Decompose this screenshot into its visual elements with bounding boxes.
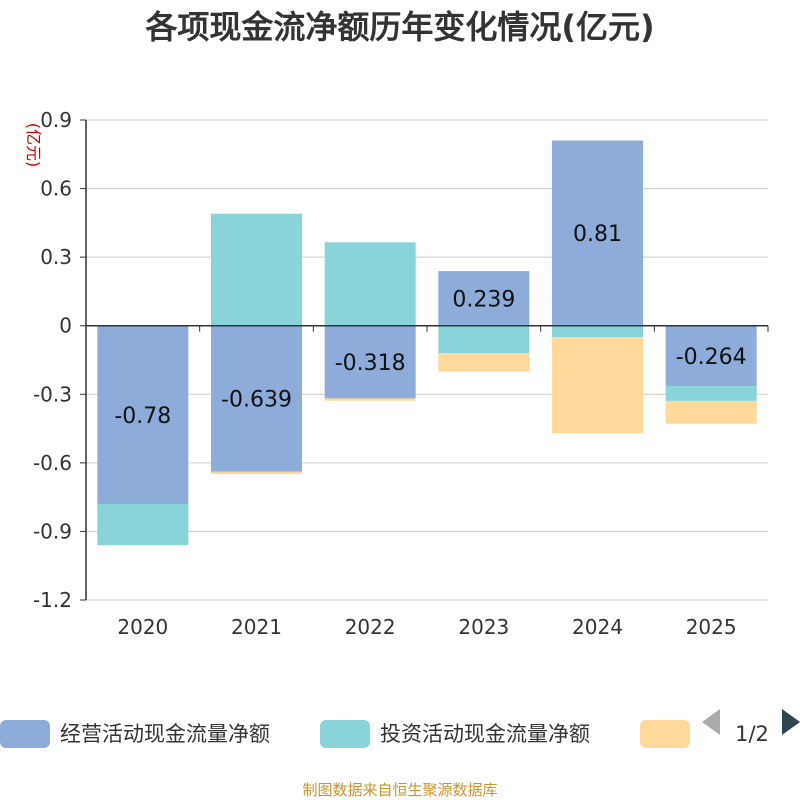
bars — [97, 140, 757, 546]
x-tick-label: 2020 — [117, 615, 168, 639]
bar-2024-series-3 — [552, 337, 643, 434]
y-axis-unit-label: (亿元) — [24, 123, 43, 168]
legend-label-1: 经营活动现金流量净额 — [60, 722, 270, 746]
bar-2025-series-3 — [665, 400, 757, 424]
data-label-2021: -0.639 — [221, 388, 292, 413]
y-tick-label: 0.3 — [40, 245, 72, 269]
bar-2023-series-3 — [438, 353, 530, 372]
data-label-2020: -0.78 — [114, 404, 171, 429]
y-tick-label: -0.9 — [33, 519, 72, 543]
x-tick-label: 2025 — [686, 615, 737, 639]
y-tick-label: 0 — [59, 314, 72, 338]
x-tick-label: 2024 — [572, 615, 623, 639]
bar-2020-series-2 — [97, 504, 189, 546]
bar-2023-series-2 — [438, 325, 530, 354]
source-text: 制图数据来自恒生聚源数据库 — [302, 781, 497, 799]
y-tick-label: 0.6 — [40, 177, 72, 201]
x-tick-label: 2021 — [231, 615, 282, 639]
grid-lines — [86, 119, 768, 601]
axes: 0.9 0.6 0.3 0 -0.3 -0.6 -0.9 -1.2 2020 2021 2022 20… — [33, 108, 769, 639]
bar-2022-series-3 — [324, 398, 416, 401]
pager-label: 1/2 — [735, 722, 769, 746]
x-tick-label: 2023 — [458, 615, 509, 639]
legend-swatch-3 — [640, 720, 690, 748]
legend-label-2: 投资活动现金流量净额 — [380, 722, 590, 746]
bar-2022-series-2 — [324, 242, 416, 326]
chart-title: 各项现金流净额历年变化情况(亿元) — [145, 8, 654, 46]
y-tick-label: 0.9 — [40, 108, 72, 132]
legend-swatch-1 — [0, 720, 50, 748]
legend-pager: 1/2 — [702, 709, 800, 746]
data-labels: -0.78 -0.639 -0.318 0.239 0.81 -0.264 — [114, 222, 746, 429]
data-label-2022: -0.318 — [335, 351, 406, 376]
data-label-2024: 0.81 — [573, 222, 622, 247]
bar-2025-series-2 — [665, 386, 757, 401]
y-tick-label: -0.6 — [33, 451, 72, 475]
legend-swatch-2 — [320, 720, 370, 748]
bar-2021-series-3 — [211, 471, 302, 475]
x-tick-label: 2022 — [345, 615, 396, 639]
y-tick-label: -1.2 — [33, 588, 72, 612]
bar-2021-series-2 — [211, 213, 302, 326]
bar-2024-series-1 — [552, 140, 643, 326]
y-tick-label: -0.3 — [33, 382, 72, 406]
bar-2020-series-1 — [97, 325, 189, 504]
legend: 经营活动现金流量净额 投资活动现金流量净额 — [0, 720, 690, 748]
pager-prev-icon[interactable] — [702, 709, 720, 735]
bar-2022-series-1 — [324, 325, 416, 399]
bar-2021-series-1 — [211, 325, 302, 472]
data-label-2023: 0.239 — [452, 287, 515, 312]
data-label-2025: -0.264 — [676, 345, 747, 370]
bar-2024-series-2 — [552, 325, 643, 338]
bar-2023-series-1 — [438, 271, 530, 326]
bar-2025-series-1 — [665, 325, 757, 387]
pager-next-icon[interactable] — [782, 709, 800, 735]
